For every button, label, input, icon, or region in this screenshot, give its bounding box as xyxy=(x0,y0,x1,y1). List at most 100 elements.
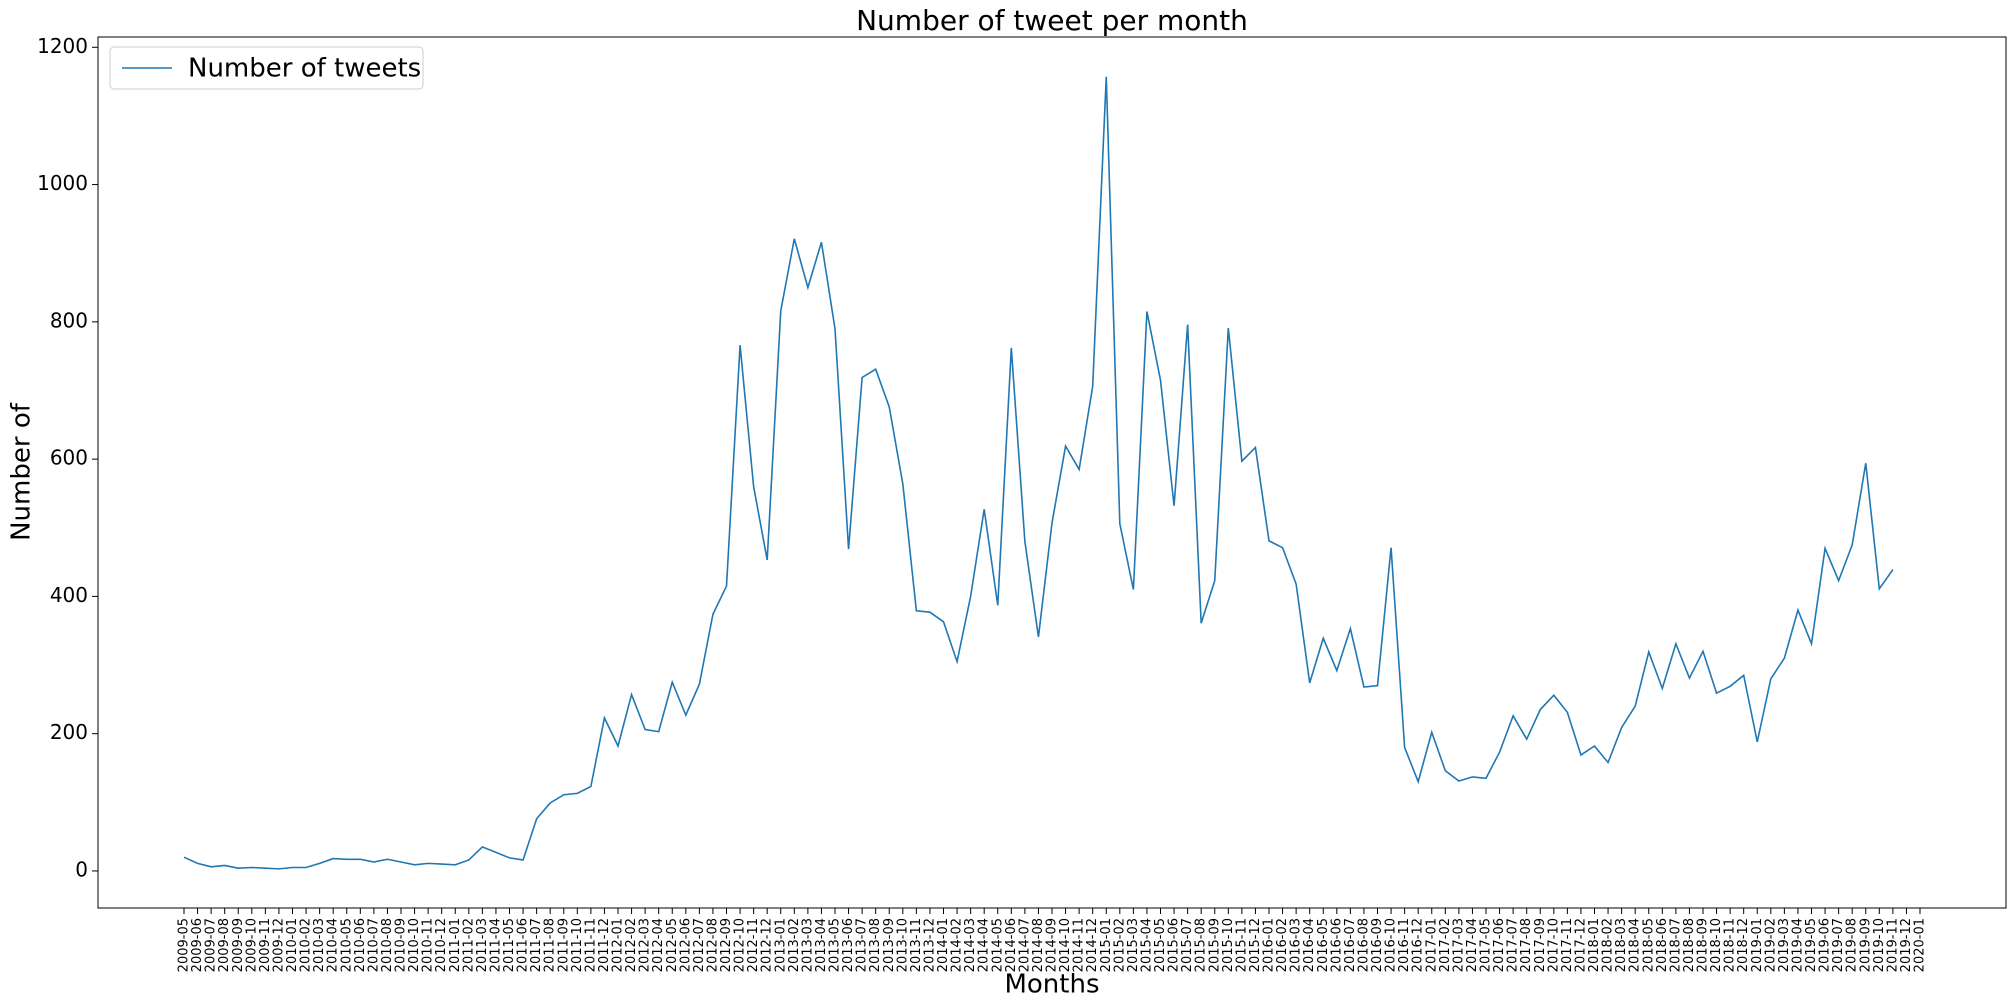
x-tick-label: 2014-07 xyxy=(1017,918,1032,972)
x-tick-label: 2012-08 xyxy=(705,918,720,972)
x-tick-label: 2019-03 xyxy=(1777,918,1792,972)
x-tick-label: 2015-01 xyxy=(1099,918,1114,972)
x-tick-label: 2011-03 xyxy=(475,918,490,972)
x-tick-label: 2013-03 xyxy=(800,918,815,972)
x-tick-label: 2013-11 xyxy=(909,918,924,972)
x-tick-label: 2016-02 xyxy=(1275,918,1290,972)
x-tick-label: 2018-03 xyxy=(1614,918,1629,972)
x-tick-label: 2020-01 xyxy=(1913,918,1928,972)
x-tick-label: 2016-07 xyxy=(1343,918,1358,972)
y-tick-label: 600 xyxy=(50,446,88,470)
x-tick-label: 2014-11 xyxy=(1072,918,1087,972)
x-tick-label: 2014-10 xyxy=(1058,918,1073,972)
x-tick-label: 2013-04 xyxy=(814,918,829,972)
x-tick-label: 2012-01 xyxy=(611,918,626,972)
x-tick-label: 2019-05 xyxy=(1804,918,1819,972)
x-tick-label: 2014-01 xyxy=(936,918,951,972)
x-tick-label: 2014-09 xyxy=(1045,918,1060,972)
x-tick-label: 2014-08 xyxy=(1031,918,1046,972)
x-tick-label: 2019-07 xyxy=(1831,918,1846,972)
x-tick-label: 2011-07 xyxy=(529,918,544,972)
x-tick-label: 2010-08 xyxy=(380,918,395,972)
x-tick-label: 2015-05 xyxy=(1153,918,1168,972)
x-tick-label: 2009-08 xyxy=(217,918,232,972)
x-tick-label: 2015-12 xyxy=(1248,918,1263,972)
x-tick-label: 2011-10 xyxy=(570,918,585,972)
x-tick-label: 2016-10 xyxy=(1384,918,1399,972)
x-tick-label: 2009-10 xyxy=(244,918,259,972)
x-tick-label: 2018-04 xyxy=(1628,918,1643,972)
y-axis-label: Number of xyxy=(7,402,37,541)
x-tick-label: 2018-05 xyxy=(1641,918,1656,972)
x-tick-label: 2015-03 xyxy=(1126,918,1141,972)
x-tick-label: 2012-04 xyxy=(651,918,666,972)
x-tick-label: 2019-06 xyxy=(1818,918,1833,972)
x-tick-label: 2016-05 xyxy=(1316,918,1331,972)
x-tick-label: 2013-01 xyxy=(773,918,788,972)
x-tick-label: 2017-05 xyxy=(1479,918,1494,972)
data-line xyxy=(183,76,1894,870)
x-tick-label: 2013-02 xyxy=(787,918,802,972)
x-tick-label: 2013-06 xyxy=(841,918,856,972)
x-tick-label: 2014-02 xyxy=(950,918,965,972)
x-tick-label: 2012-06 xyxy=(678,918,693,972)
x-tick-label: 2018-11 xyxy=(1723,918,1738,972)
x-tick-label: 2010-10 xyxy=(407,918,422,972)
x-tick-label: 2015-10 xyxy=(1221,918,1236,972)
x-tick-label: 2017-12 xyxy=(1573,918,1588,972)
x-tick-label: 2011-02 xyxy=(461,918,476,972)
y-tick-label: 400 xyxy=(50,583,88,607)
x-tick-label: 2018-12 xyxy=(1736,918,1751,972)
x-tick-label: 2013-05 xyxy=(828,918,843,972)
x-tick-label: 2012-05 xyxy=(665,918,680,972)
x-tick-label: 2016-01 xyxy=(1262,918,1277,972)
x-tick-label: 2012-11 xyxy=(746,918,761,972)
y-tick-label: 200 xyxy=(50,720,88,744)
x-tick-label: 2011-01 xyxy=(448,918,463,972)
x-tick-label: 2017-02 xyxy=(1438,918,1453,972)
x-tick-label: 2018-02 xyxy=(1601,918,1616,972)
x-tick-label: 2011-09 xyxy=(556,918,571,972)
x-tick-label: 2012-10 xyxy=(733,918,748,972)
x-tick-label: 2017-11 xyxy=(1560,918,1575,972)
x-tick-label: 2014-12 xyxy=(1085,918,1100,972)
x-tick-label: 2012-02 xyxy=(624,918,639,972)
chart-title: Number of tweet per month xyxy=(856,4,1248,37)
x-tick-label: 2010-05 xyxy=(339,918,354,972)
x-tick-label: 2016-06 xyxy=(1329,918,1344,972)
x-tick-label: 2012-09 xyxy=(719,918,734,972)
x-axis-label: Months xyxy=(1004,970,1099,1000)
x-tick-label: 2011-08 xyxy=(543,918,558,972)
x-tick-label: 2015-09 xyxy=(1207,918,1222,972)
x-tick-label: 2019-04 xyxy=(1790,918,1805,972)
x-tick-label: 2013-07 xyxy=(855,918,870,972)
y-tick-label: 0 xyxy=(75,857,88,881)
x-tick-label: 2015-08 xyxy=(1194,918,1209,972)
x-tick-label: 2010-12 xyxy=(434,918,449,972)
x-tick-label: 2019-01 xyxy=(1750,918,1765,972)
x-tick-label: 2017-06 xyxy=(1492,918,1507,972)
x-tick-label: 2010-04 xyxy=(326,918,341,972)
x-tick-label: 2014-04 xyxy=(977,918,992,972)
x-tick-label: 2018-01 xyxy=(1587,918,1602,972)
x-tick-label: 2013-10 xyxy=(895,918,910,972)
x-tick-label: 2018-08 xyxy=(1682,918,1697,972)
x-tick-label: 2018-07 xyxy=(1668,918,1683,972)
x-tick-label: 2017-09 xyxy=(1533,918,1548,972)
x-tick-label: 2018-09 xyxy=(1696,918,1711,972)
x-tick-label: 2017-03 xyxy=(1451,918,1466,972)
x-tick-label: 2019-09 xyxy=(1858,918,1873,972)
y-tick-label: 1200 xyxy=(37,34,88,58)
x-tick-label: 2015-11 xyxy=(1234,918,1249,972)
x-tick-label: 2011-12 xyxy=(597,918,612,972)
x-tick-label: 2012-07 xyxy=(692,918,707,972)
x-tick-label: 2019-12 xyxy=(1899,918,1914,972)
x-tick-label: 2012-12 xyxy=(760,918,775,972)
x-tick-label: 2010-06 xyxy=(353,918,368,972)
x-tick-label: 2009-11 xyxy=(258,918,273,972)
x-tick-label: 2014-06 xyxy=(1004,918,1019,972)
x-tick-label: 2016-11 xyxy=(1397,918,1412,972)
x-tick-label: 2011-05 xyxy=(502,918,517,972)
x-tick-label: 2017-08 xyxy=(1519,918,1534,972)
